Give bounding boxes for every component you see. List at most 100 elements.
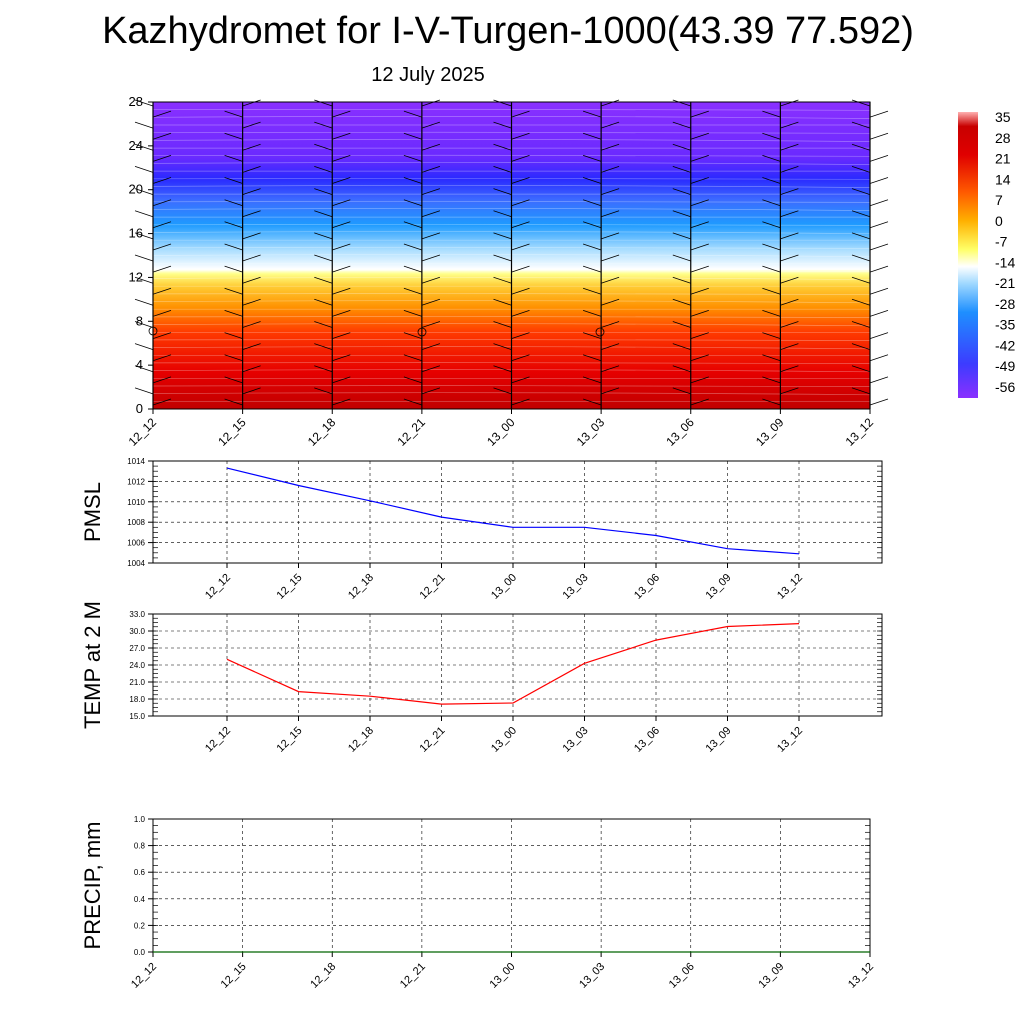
x-tick-label: 13_06	[632, 572, 662, 602]
wind-barb	[224, 155, 243, 162]
wind-barb	[493, 188, 512, 195]
wind-barb	[314, 254, 333, 262]
wind-barb	[403, 265, 423, 273]
x-tick-label: 12_15	[219, 961, 249, 991]
y-tick-label: 30.0	[129, 627, 145, 636]
wind-barb	[511, 110, 530, 118]
wind-barb	[421, 387, 441, 395]
wind-barb	[403, 110, 423, 118]
wind-barb	[314, 99, 333, 107]
wind-barb	[332, 110, 351, 118]
wind-barb	[600, 99, 620, 107]
y-axis-label: PRECIP, mm	[80, 822, 105, 950]
wind-barb	[242, 166, 261, 173]
x-tick-label: 12_12	[203, 725, 233, 755]
wind-barb	[762, 155, 781, 162]
wind-barb	[762, 376, 781, 384]
wind-barb	[762, 110, 781, 118]
wind-barb	[690, 243, 709, 251]
wind-barb	[851, 143, 871, 151]
wind-barb	[690, 265, 709, 273]
y-tick-label: 33.0	[129, 610, 145, 619]
wind-barb	[242, 321, 261, 328]
wind-barb	[332, 155, 351, 162]
wind-barb	[332, 354, 351, 362]
wind-barb	[242, 365, 261, 373]
wind-barb	[600, 143, 620, 151]
wind-barb	[421, 365, 441, 373]
wind-barb	[600, 365, 620, 373]
wind-barb	[332, 132, 351, 140]
wind-barb	[762, 354, 781, 362]
y-tick-label: 1004	[127, 559, 145, 568]
wind-barb	[672, 387, 691, 395]
x-tick-label: 13_09	[753, 415, 787, 449]
wind-barb	[152, 376, 172, 384]
wind-barb	[780, 298, 799, 306]
wind-barb	[332, 199, 351, 207]
wind-barb	[690, 177, 709, 184]
wind-barb	[511, 265, 530, 273]
wind-barb	[403, 376, 423, 384]
wind-barb	[152, 243, 172, 251]
wind-barb	[672, 210, 691, 218]
wind-barb	[403, 332, 423, 339]
wind-barb	[690, 332, 709, 339]
wind-barb	[224, 287, 243, 295]
wind-barb	[672, 232, 691, 240]
wind-barb	[421, 343, 441, 350]
wind-barb	[672, 143, 691, 151]
wind-barb	[762, 177, 781, 184]
wind-barb	[493, 276, 512, 284]
wind-barb	[762, 310, 781, 317]
x-tick-label: 12_21	[398, 961, 428, 991]
precip-panel: 12_12 12_15 12_18 12_21 13_00 13_03 13_06 13_09…	[80, 815, 876, 991]
colorbar-label: -21	[995, 275, 1015, 291]
colorbar-label: -35	[995, 317, 1015, 333]
wind-barb	[600, 254, 620, 262]
x-tick-label: 13_03	[561, 725, 591, 755]
y-tick-label: 1010	[127, 498, 145, 507]
wind-barb	[780, 276, 799, 284]
wind-barb	[242, 210, 261, 218]
x-tick-label: 13_09	[756, 961, 786, 991]
wind-barb	[690, 132, 709, 140]
wind-barb	[242, 254, 261, 262]
wind-barb	[511, 310, 530, 317]
wind-barb	[780, 343, 799, 350]
wind-barb	[224, 199, 243, 207]
wind-barb	[600, 232, 620, 240]
y-tick-label: 0.8	[134, 842, 146, 851]
wind-barb	[332, 243, 351, 251]
wind-barb	[780, 210, 799, 218]
wind-barb	[690, 199, 709, 207]
wind-barb	[672, 276, 691, 284]
x-tick-label: 12_18	[346, 572, 376, 602]
wind-barb	[511, 199, 530, 207]
wind-barb	[511, 354, 530, 362]
y-axis-label: PMSL	[80, 482, 105, 542]
y-tick-label: 1014	[127, 457, 145, 466]
wind-barb	[403, 132, 423, 140]
wind-barb	[332, 221, 351, 229]
x-tick-label: 12_18	[305, 415, 339, 449]
wind-barb	[762, 332, 781, 339]
wind-barb	[582, 310, 602, 317]
wind-barb	[134, 232, 154, 240]
wind-barb	[869, 287, 889, 295]
colorbar-label: -56	[995, 379, 1015, 395]
wind-barb	[134, 276, 154, 284]
y-tick-label: 12	[129, 269, 143, 284]
x-tick-label: 13_09	[704, 725, 734, 755]
wind-barb	[332, 376, 351, 384]
wind-barb	[672, 166, 691, 173]
wind-barb	[493, 232, 512, 240]
wind-barb	[332, 287, 351, 295]
colorbar-label: 14	[995, 171, 1011, 187]
wind-barb	[600, 188, 620, 195]
wind-barb	[134, 343, 154, 350]
x-tick-label: 13_00	[488, 961, 518, 991]
wind-barb	[134, 121, 154, 129]
wind-barb	[152, 332, 172, 339]
wind-barb	[851, 276, 871, 284]
